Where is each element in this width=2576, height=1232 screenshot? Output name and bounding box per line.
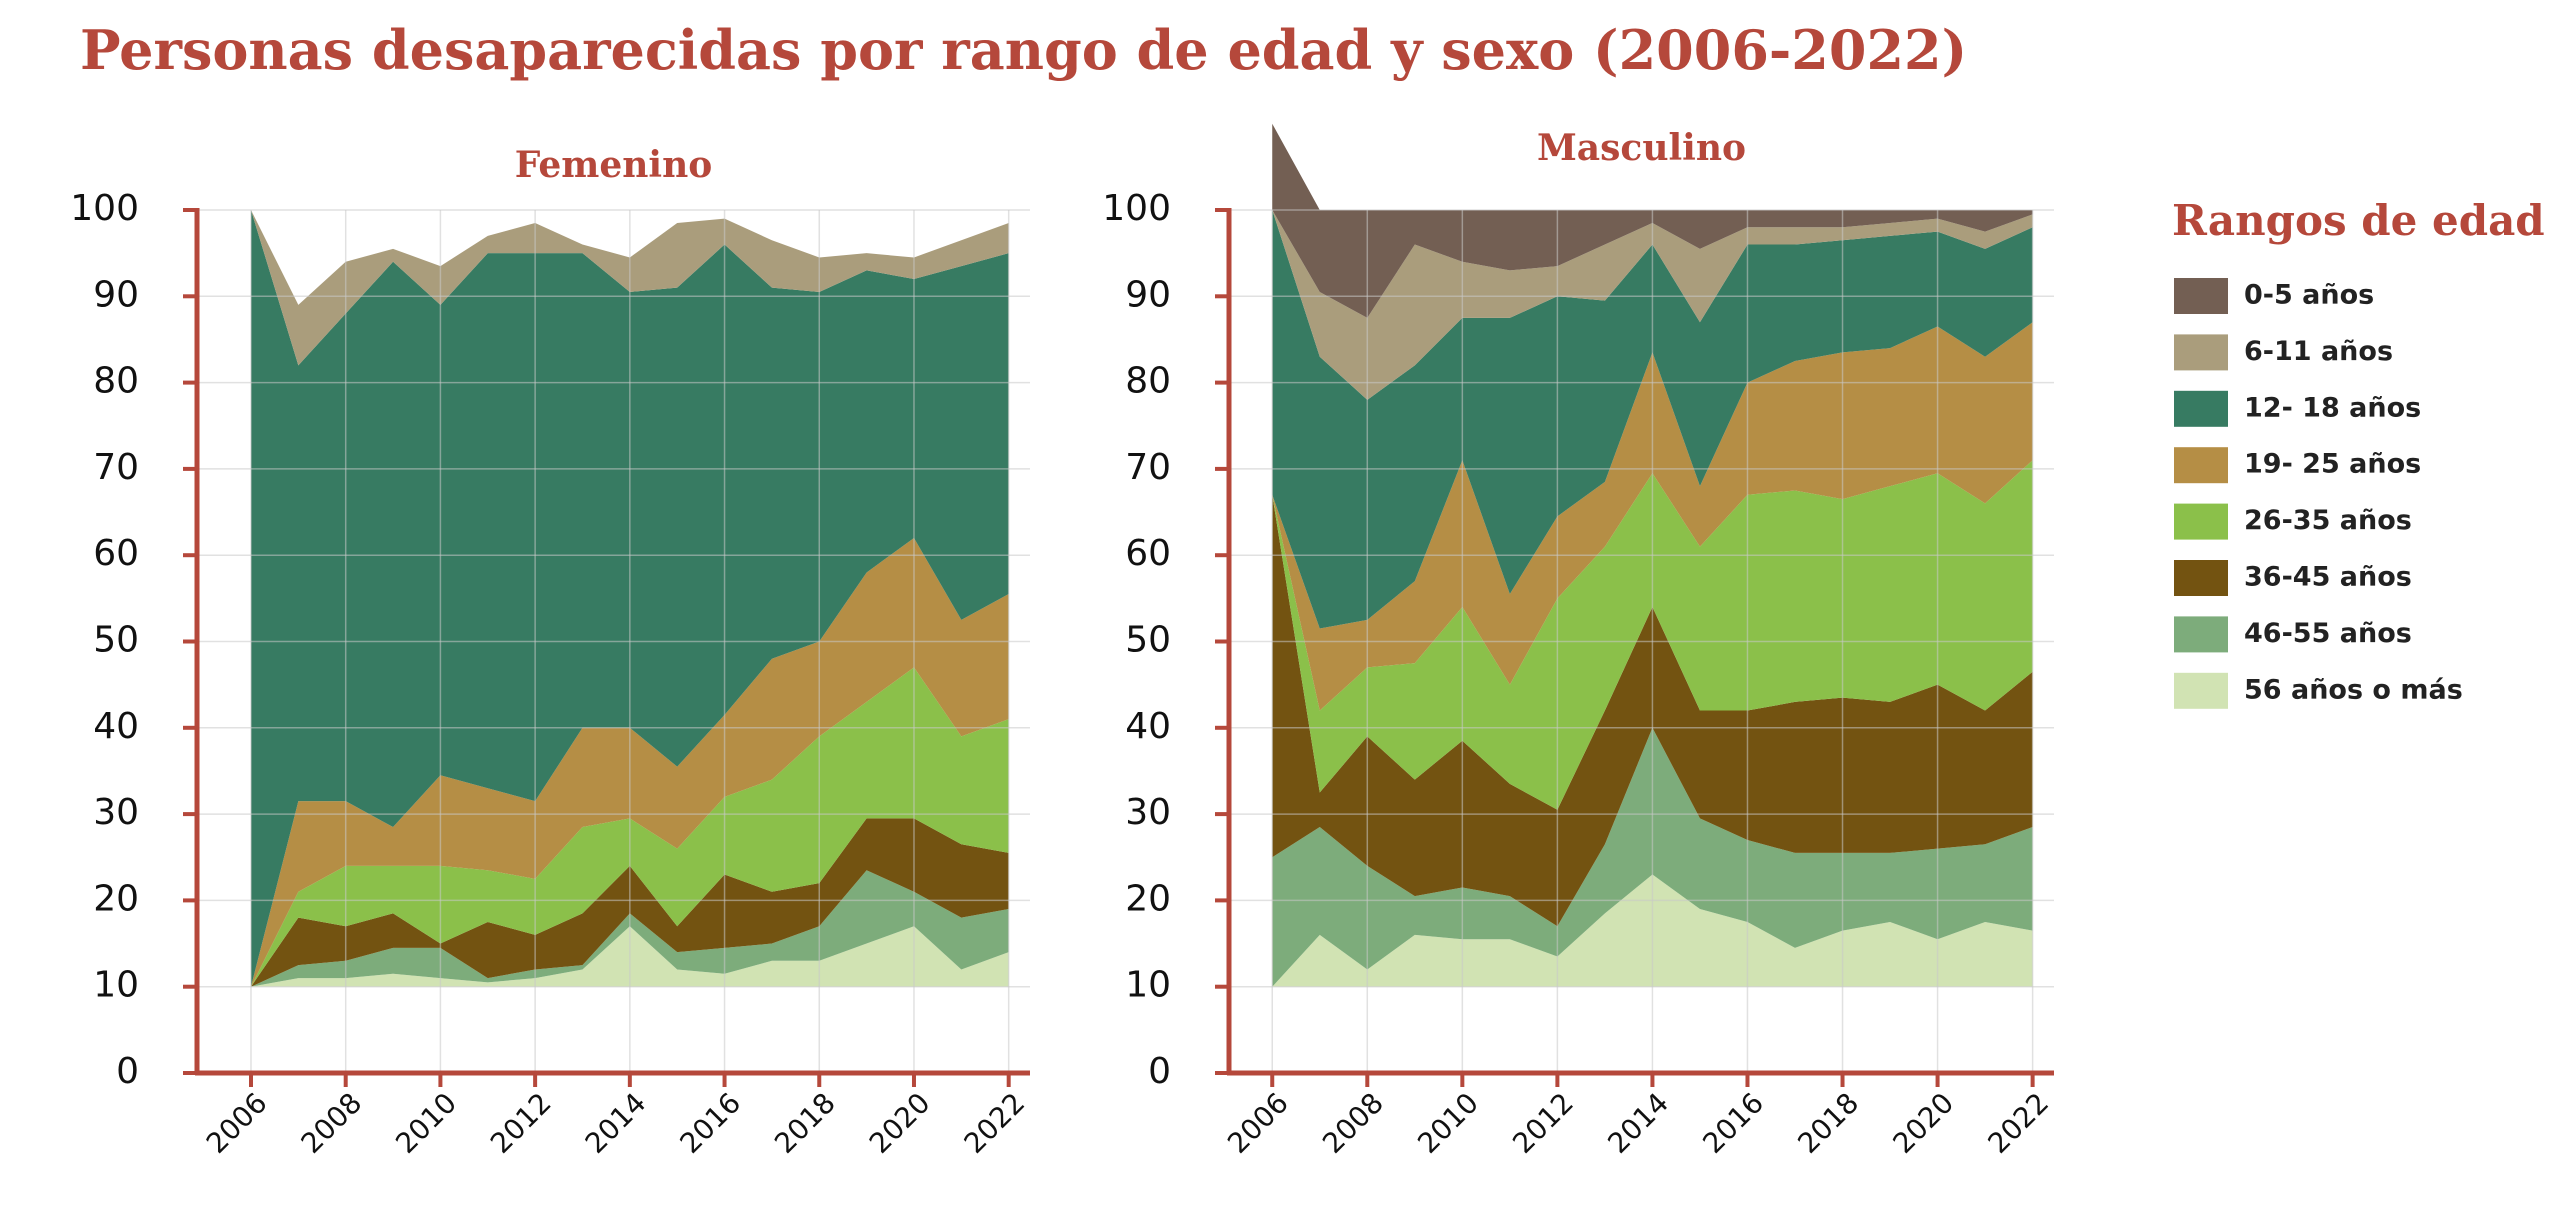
legend-swatch (2174, 447, 2228, 484)
x-tick-label: 2006 (200, 1086, 274, 1160)
y-tick-label: 70 (1125, 447, 1171, 488)
legend-title: Rangos de edad (2172, 196, 2545, 245)
area (1272, 210, 2033, 400)
x-tick-label: 2012 (484, 1086, 558, 1160)
legend-label: 12- 18 años (2244, 392, 2421, 423)
x-tick-label: 2020 (863, 1086, 937, 1160)
legend-swatch (2174, 334, 2228, 371)
x-tick-label: 2022 (958, 1086, 1032, 1160)
y-tick-label: 50 (93, 620, 139, 661)
legend-label: 26-35 años (2244, 505, 2412, 536)
y-tick-label: 60 (93, 533, 139, 574)
legend-label: 46-55 años (2244, 618, 2412, 649)
y-tick-label: 70 (93, 447, 139, 488)
x-tick-label: 2006 (1221, 1086, 1295, 1160)
legend-label: 6-11 años (2244, 336, 2393, 367)
y-tick-label: 90 (93, 274, 139, 315)
x-tick-label: 2008 (295, 1086, 369, 1160)
y-tick-label: 60 (1125, 533, 1171, 574)
y-tick-label: 80 (1125, 361, 1171, 402)
legend-label: 36-45 años (2244, 562, 2412, 593)
legend-swatch (2174, 503, 2228, 540)
x-tick-label: 2020 (1886, 1086, 1960, 1160)
x-tick-label: 2014 (1601, 1086, 1675, 1160)
y-tick-label: 80 (93, 361, 139, 402)
legend-label: 19- 25 años (2244, 449, 2421, 480)
y-tick-label: 90 (1125, 274, 1171, 315)
chart-title: Masculino (1537, 127, 1746, 169)
legend-swatch (2174, 278, 2228, 314)
x-tick-label: 2018 (1791, 1086, 1865, 1160)
legend-swatch (2174, 672, 2228, 709)
x-tick-label: 2016 (1696, 1086, 1770, 1160)
x-tick-label: 2010 (389, 1086, 463, 1160)
x-tick-label: 2016 (673, 1086, 747, 1160)
y-tick-label: 0 (116, 1051, 139, 1092)
chart-title: Femenino (515, 144, 713, 186)
x-tick-label: 2018 (768, 1086, 842, 1160)
legend-swatch (2174, 616, 2228, 653)
y-tick-label: 40 (1125, 706, 1171, 747)
page-title: Personas desaparecidas por rango de edad… (80, 18, 1967, 82)
x-tick-label: 2022 (1981, 1086, 2055, 1160)
y-tick-label: 10 (93, 965, 139, 1006)
y-tick-label: 30 (1125, 792, 1171, 833)
y-tick-label: 100 (70, 188, 139, 229)
legend-swatch (2174, 390, 2228, 427)
y-tick-label: 40 (93, 706, 139, 747)
y-tick-label: 0 (1148, 1051, 1171, 1092)
x-tick-label: 2014 (579, 1086, 653, 1160)
legend-label: 56 años o más (2244, 674, 2463, 705)
y-tick-label: 30 (93, 792, 139, 833)
legend-swatch (2174, 560, 2228, 596)
y-tick-label: 10 (1125, 965, 1171, 1006)
legend-label: 0-5 años (2244, 280, 2374, 311)
x-tick-label: 2012 (1506, 1086, 1580, 1160)
y-tick-label: 50 (1125, 620, 1171, 661)
x-tick-label: 2008 (1316, 1086, 1390, 1160)
y-tick-label: 20 (1125, 878, 1171, 919)
y-tick-label: 20 (93, 878, 139, 919)
x-tick-label: 2010 (1411, 1086, 1485, 1160)
y-tick-label: 100 (1102, 188, 1171, 229)
